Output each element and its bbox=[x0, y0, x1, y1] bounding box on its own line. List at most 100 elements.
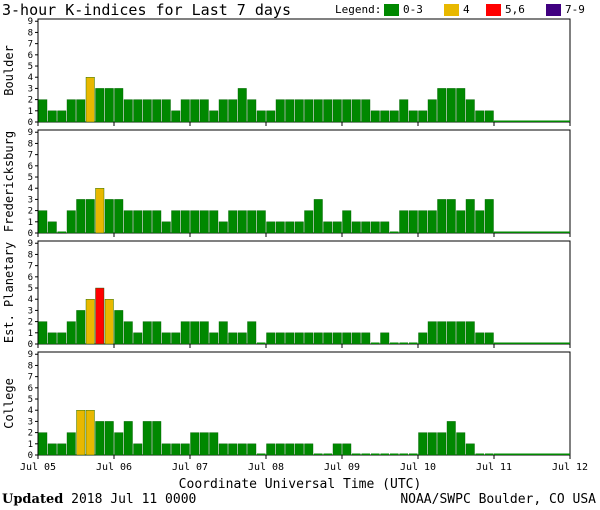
kindex-bar bbox=[304, 332, 314, 345]
y-tick-label: 5 bbox=[28, 395, 33, 405]
kindex-bar bbox=[475, 210, 485, 234]
kindex-bar bbox=[275, 221, 285, 234]
kindex-bar bbox=[399, 453, 408, 455]
kindex-bar bbox=[133, 210, 143, 234]
kindex-bar bbox=[437, 199, 447, 234]
y-tick-label: 8 bbox=[28, 28, 33, 38]
kindex-bar bbox=[399, 210, 409, 234]
kindex-bar bbox=[304, 443, 314, 456]
kindex-bar bbox=[95, 188, 105, 234]
chart-title: 3-hour K-indices for Last 7 days bbox=[2, 1, 291, 19]
kindex-bar bbox=[323, 332, 333, 345]
kindex-bar bbox=[361, 221, 371, 234]
kindex-bar bbox=[418, 332, 428, 345]
kindex-bar bbox=[313, 99, 323, 123]
y-tick-label: 6 bbox=[28, 162, 33, 172]
kindex-bar bbox=[342, 332, 352, 345]
kindex-bar bbox=[304, 210, 314, 234]
kindex-bar bbox=[133, 332, 143, 345]
kindex-bar bbox=[228, 99, 238, 123]
kindex-bar bbox=[323, 221, 333, 234]
kindex-bar bbox=[294, 221, 304, 234]
kindex-bar bbox=[427, 321, 437, 345]
kindex-bar bbox=[275, 99, 285, 123]
kindex-bar bbox=[370, 110, 380, 123]
kindex-bar bbox=[285, 443, 295, 456]
kindex-bar bbox=[95, 287, 105, 345]
kindex-bar bbox=[218, 443, 228, 456]
y-tick-label: 3 bbox=[28, 417, 33, 427]
y-tick-label: 0 bbox=[28, 451, 33, 461]
kindex-bar bbox=[95, 421, 105, 456]
y-tick-label: 9 bbox=[28, 128, 33, 138]
kindex-bar bbox=[485, 453, 494, 455]
kindex-bar bbox=[161, 443, 171, 456]
kindex-bar bbox=[38, 99, 48, 123]
kindex-bar bbox=[390, 231, 399, 233]
x-tick-label: Jul 05 bbox=[20, 462, 56, 473]
y-tick-label: 8 bbox=[28, 250, 33, 260]
kindex-bar bbox=[427, 99, 437, 123]
kindex-bar bbox=[171, 210, 181, 234]
kindex-bar bbox=[437, 88, 447, 123]
kindex-bar bbox=[114, 432, 124, 456]
legend-swatch-purple bbox=[546, 3, 561, 16]
x-tick-label: Jul 11 bbox=[476, 462, 512, 473]
kindex-bar bbox=[152, 421, 162, 456]
kindex-bar bbox=[465, 99, 475, 123]
y-tick-label: 7 bbox=[28, 373, 33, 383]
kindex-bar bbox=[409, 342, 418, 344]
kindex-bar bbox=[256, 210, 266, 234]
kindex-bar bbox=[199, 432, 209, 456]
kindex-bar bbox=[104, 88, 114, 123]
kindex-bar bbox=[408, 210, 418, 234]
kindex-bar bbox=[313, 199, 323, 234]
kindex-bar bbox=[294, 443, 304, 456]
kindex-bar bbox=[390, 342, 399, 344]
kindex-bar bbox=[257, 453, 266, 455]
kindex-bar bbox=[342, 210, 352, 234]
kindex-bar bbox=[380, 332, 390, 345]
kindex-bar bbox=[285, 99, 295, 123]
x-tick-label: Jul 08 bbox=[248, 462, 284, 473]
legend-swatch-green bbox=[384, 3, 399, 16]
kindex-bar bbox=[304, 99, 314, 123]
kindex-bar bbox=[152, 99, 162, 123]
kindex-bar bbox=[380, 221, 390, 234]
kindex-bar bbox=[66, 321, 76, 345]
kindex-bar bbox=[180, 210, 190, 234]
kindex-bar bbox=[228, 210, 238, 234]
kindex-bar bbox=[237, 443, 247, 456]
kindex-bar bbox=[237, 332, 247, 345]
kindex-bar bbox=[418, 432, 428, 456]
kindex-panels: 0123456789Boulder0123456789Fredericksbur… bbox=[2, 17, 588, 473]
kindex-bar bbox=[133, 443, 143, 456]
kindex-bar bbox=[275, 332, 285, 345]
kindex-bar bbox=[66, 99, 76, 123]
kindex-bar bbox=[323, 99, 333, 123]
kindex-bar bbox=[66, 432, 76, 456]
kindex-bar bbox=[484, 199, 494, 234]
kindex-bar bbox=[190, 99, 200, 123]
kindex-bar bbox=[218, 321, 228, 345]
kindex-bar bbox=[475, 453, 484, 455]
y-tick-label: 0 bbox=[28, 229, 33, 239]
kindex-bar bbox=[237, 88, 247, 123]
y-tick-label: 6 bbox=[28, 384, 33, 394]
y-tick-label: 1 bbox=[28, 218, 33, 228]
y-tick-label: 6 bbox=[28, 51, 33, 61]
y-tick-label: 3 bbox=[28, 84, 33, 94]
y-tick-label: 4 bbox=[28, 73, 33, 83]
legend-text: 0-3 bbox=[403, 3, 423, 16]
kindex-bar bbox=[456, 210, 466, 234]
kindex-bar bbox=[209, 332, 219, 345]
kindex-bar bbox=[285, 332, 295, 345]
legend-swatch-yellow bbox=[444, 3, 459, 16]
kindex-bar bbox=[180, 321, 190, 345]
kindex-bar bbox=[352, 453, 361, 455]
kindex-bar bbox=[190, 432, 200, 456]
kindex-bar bbox=[247, 321, 257, 345]
kindex-bar bbox=[123, 210, 133, 234]
kindex-bar bbox=[114, 199, 124, 234]
y-tick-label: 5 bbox=[28, 284, 33, 294]
